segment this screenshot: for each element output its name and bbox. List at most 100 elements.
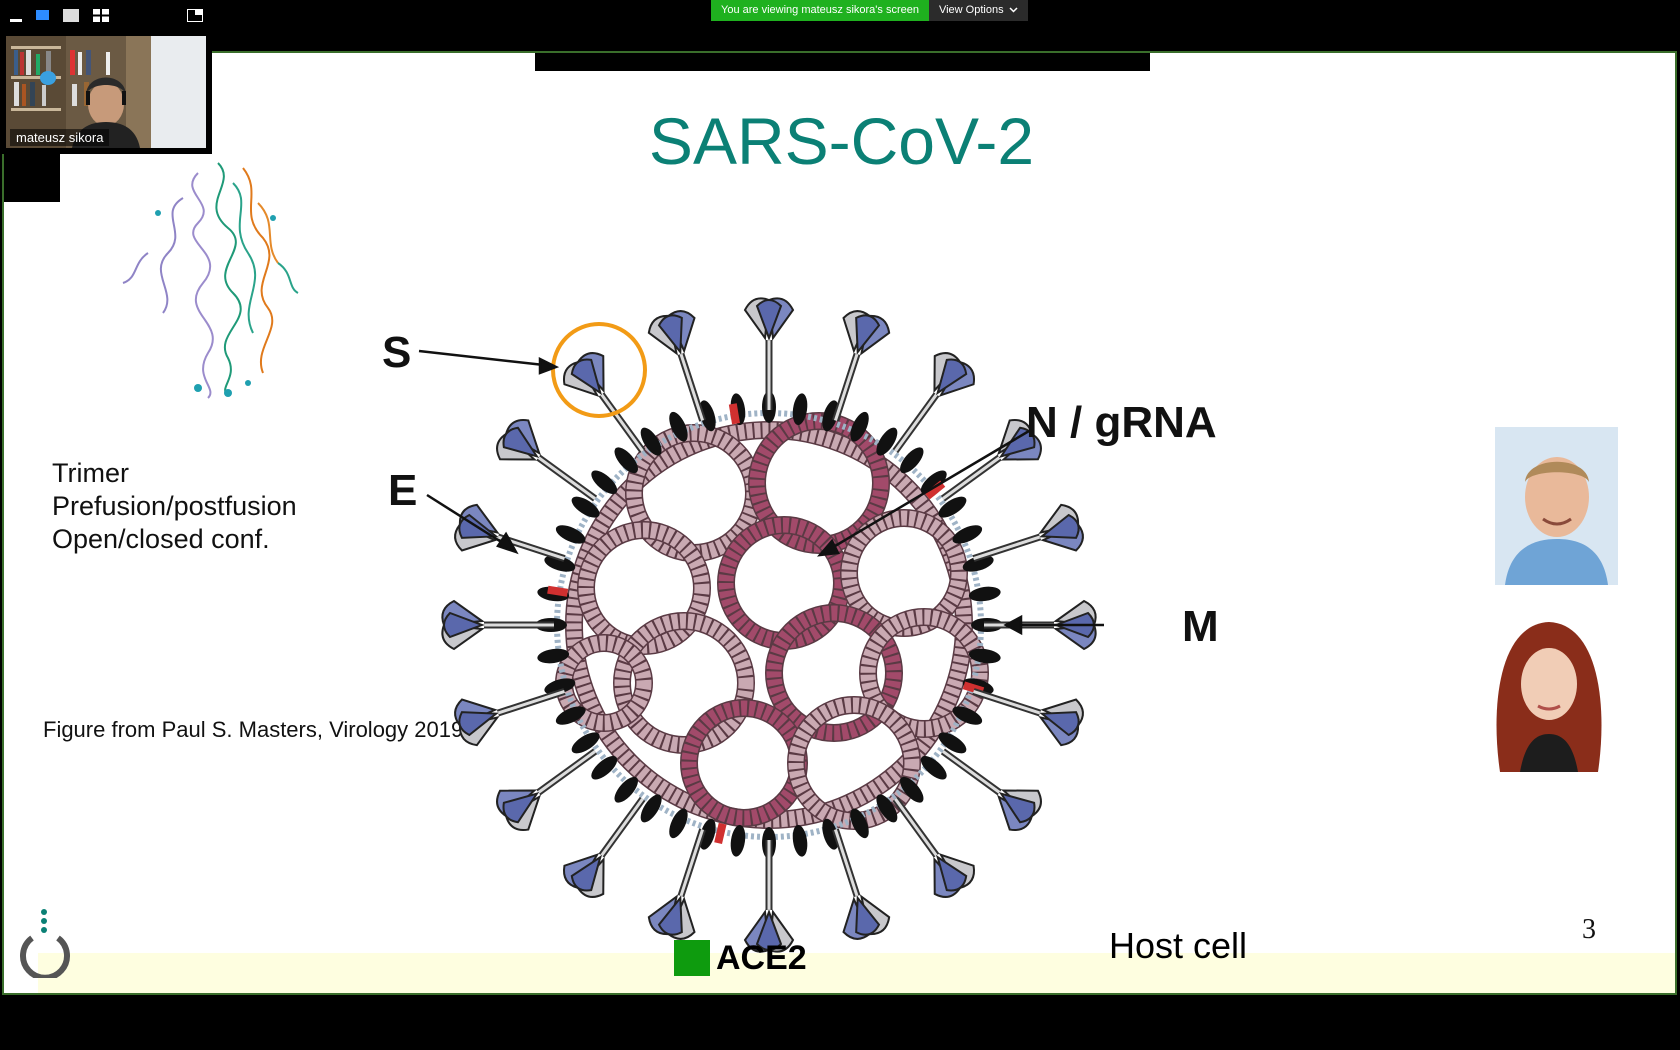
screen-share-banner: You are viewing mateusz sikora's screen … — [711, 0, 1028, 21]
speaker-photo-male — [1495, 427, 1618, 585]
spike-protein-structure-image — [122, 162, 299, 399]
label-n-grna: N / gRNA — [1026, 398, 1217, 447]
spike-stalk-core — [497, 690, 565, 715]
label-s: S — [382, 328, 411, 377]
m-protein — [699, 818, 716, 850]
spike-head — [454, 698, 500, 747]
m-protein — [968, 586, 1001, 602]
m-protein — [792, 824, 808, 857]
bottom-black-area — [0, 995, 1680, 1050]
spike-stalk-core — [894, 798, 938, 857]
m-protein — [792, 393, 808, 426]
spike-stalk-core — [973, 690, 1041, 715]
m-protein — [850, 808, 869, 839]
m-protein — [537, 648, 570, 664]
spike-head — [842, 894, 891, 940]
spike-head — [496, 789, 541, 831]
m-protein — [920, 470, 947, 494]
capsid-ring-segments — [860, 609, 988, 737]
spike-head — [647, 894, 696, 940]
spike-head — [1038, 503, 1084, 552]
virus-diagram: S E N / gRNA M — [382, 297, 1219, 953]
m-protein — [614, 447, 638, 474]
spike-head — [933, 853, 975, 898]
capsid-ring-segments — [766, 605, 902, 741]
m-protein — [850, 411, 869, 442]
m-protein — [699, 400, 716, 432]
m-protein — [968, 648, 1001, 664]
spike-stalk-core — [942, 750, 1001, 794]
m-protein — [669, 411, 688, 442]
m-protein — [822, 400, 839, 432]
spike-head — [563, 853, 605, 898]
m-protein — [640, 794, 662, 823]
spike-head — [997, 789, 1042, 831]
exit-fullscreen-icon[interactable] — [187, 8, 203, 22]
e-protein — [714, 822, 727, 845]
highlight-circle — [551, 322, 647, 418]
minimize-icon[interactable] — [10, 18, 22, 22]
m-protein — [822, 818, 839, 850]
slide-footer-band — [38, 953, 1675, 993]
label-m: M — [1182, 602, 1219, 651]
m-protein — [614, 776, 638, 803]
m-protein — [591, 470, 618, 494]
slide-black-patch — [4, 153, 60, 202]
host-cell-label: Host cell — [1109, 925, 1248, 966]
institute-logo-icon — [20, 909, 70, 978]
m-protein — [669, 808, 688, 839]
view-options-button[interactable]: View Options — [928, 0, 1028, 21]
note-line: Trimer — [52, 458, 129, 488]
ace2-marker — [674, 940, 710, 976]
page-number: 3 — [1582, 914, 1596, 945]
m-protein — [938, 496, 967, 518]
slide-title: SARS-CoV-2 — [648, 104, 1035, 178]
m-protein — [571, 496, 600, 518]
m-protein — [962, 555, 994, 572]
single-view-icon[interactable] — [63, 8, 79, 22]
spike-stalk-core — [600, 393, 644, 452]
slide-notes: Trimer Prefusion/postfusion Open/closed … — [52, 457, 297, 556]
m-protein — [571, 732, 600, 754]
figure-credit: Figure from Paul S. Masters, Virology 20… — [43, 717, 464, 742]
spike-stalk-core — [942, 456, 1001, 500]
spike-stalk-core — [537, 456, 596, 500]
spike-head — [454, 503, 500, 552]
spike-stalk-core — [973, 535, 1041, 560]
m-protein — [900, 447, 924, 474]
note-line: Prefusion/postfusion — [52, 491, 297, 521]
window-controls — [10, 6, 203, 24]
spike-head — [563, 352, 605, 397]
spike-stalk-core — [834, 353, 859, 421]
e-protein — [924, 480, 946, 500]
spike-head — [1038, 698, 1084, 747]
m-protein — [900, 776, 924, 803]
chevron-down-icon — [1009, 0, 1018, 21]
spike-head — [997, 419, 1042, 461]
spike-head — [743, 297, 795, 341]
spike-head — [743, 909, 795, 953]
spike-head — [496, 419, 541, 461]
spike-stalk-core — [600, 798, 644, 857]
m-protein — [555, 706, 586, 725]
spike-stalk-core — [894, 393, 938, 452]
participant-name: mateusz sikora — [10, 129, 110, 146]
gallery-view-icon[interactable] — [93, 8, 109, 22]
m-protein — [640, 427, 662, 456]
m-protein — [876, 794, 898, 823]
note-line: Open/closed conf. — [52, 524, 270, 554]
spike-stalk-core — [834, 829, 859, 897]
e-protein — [547, 585, 569, 597]
view-options-label: View Options — [938, 4, 1004, 16]
m-protein — [555, 525, 586, 544]
spike-head — [933, 352, 975, 397]
m-protein — [730, 824, 746, 857]
participant-video-tile[interactable]: mateusz sikora — [0, 30, 212, 154]
label-e: E — [388, 466, 417, 515]
spike-stalk-core — [679, 829, 704, 897]
m-protein — [952, 706, 983, 725]
sharing-status: You are viewing mateusz sikora's screen — [711, 0, 929, 21]
spike-head — [441, 599, 485, 651]
speaker-view-icon[interactable] — [36, 10, 49, 20]
m-protein — [876, 427, 898, 456]
